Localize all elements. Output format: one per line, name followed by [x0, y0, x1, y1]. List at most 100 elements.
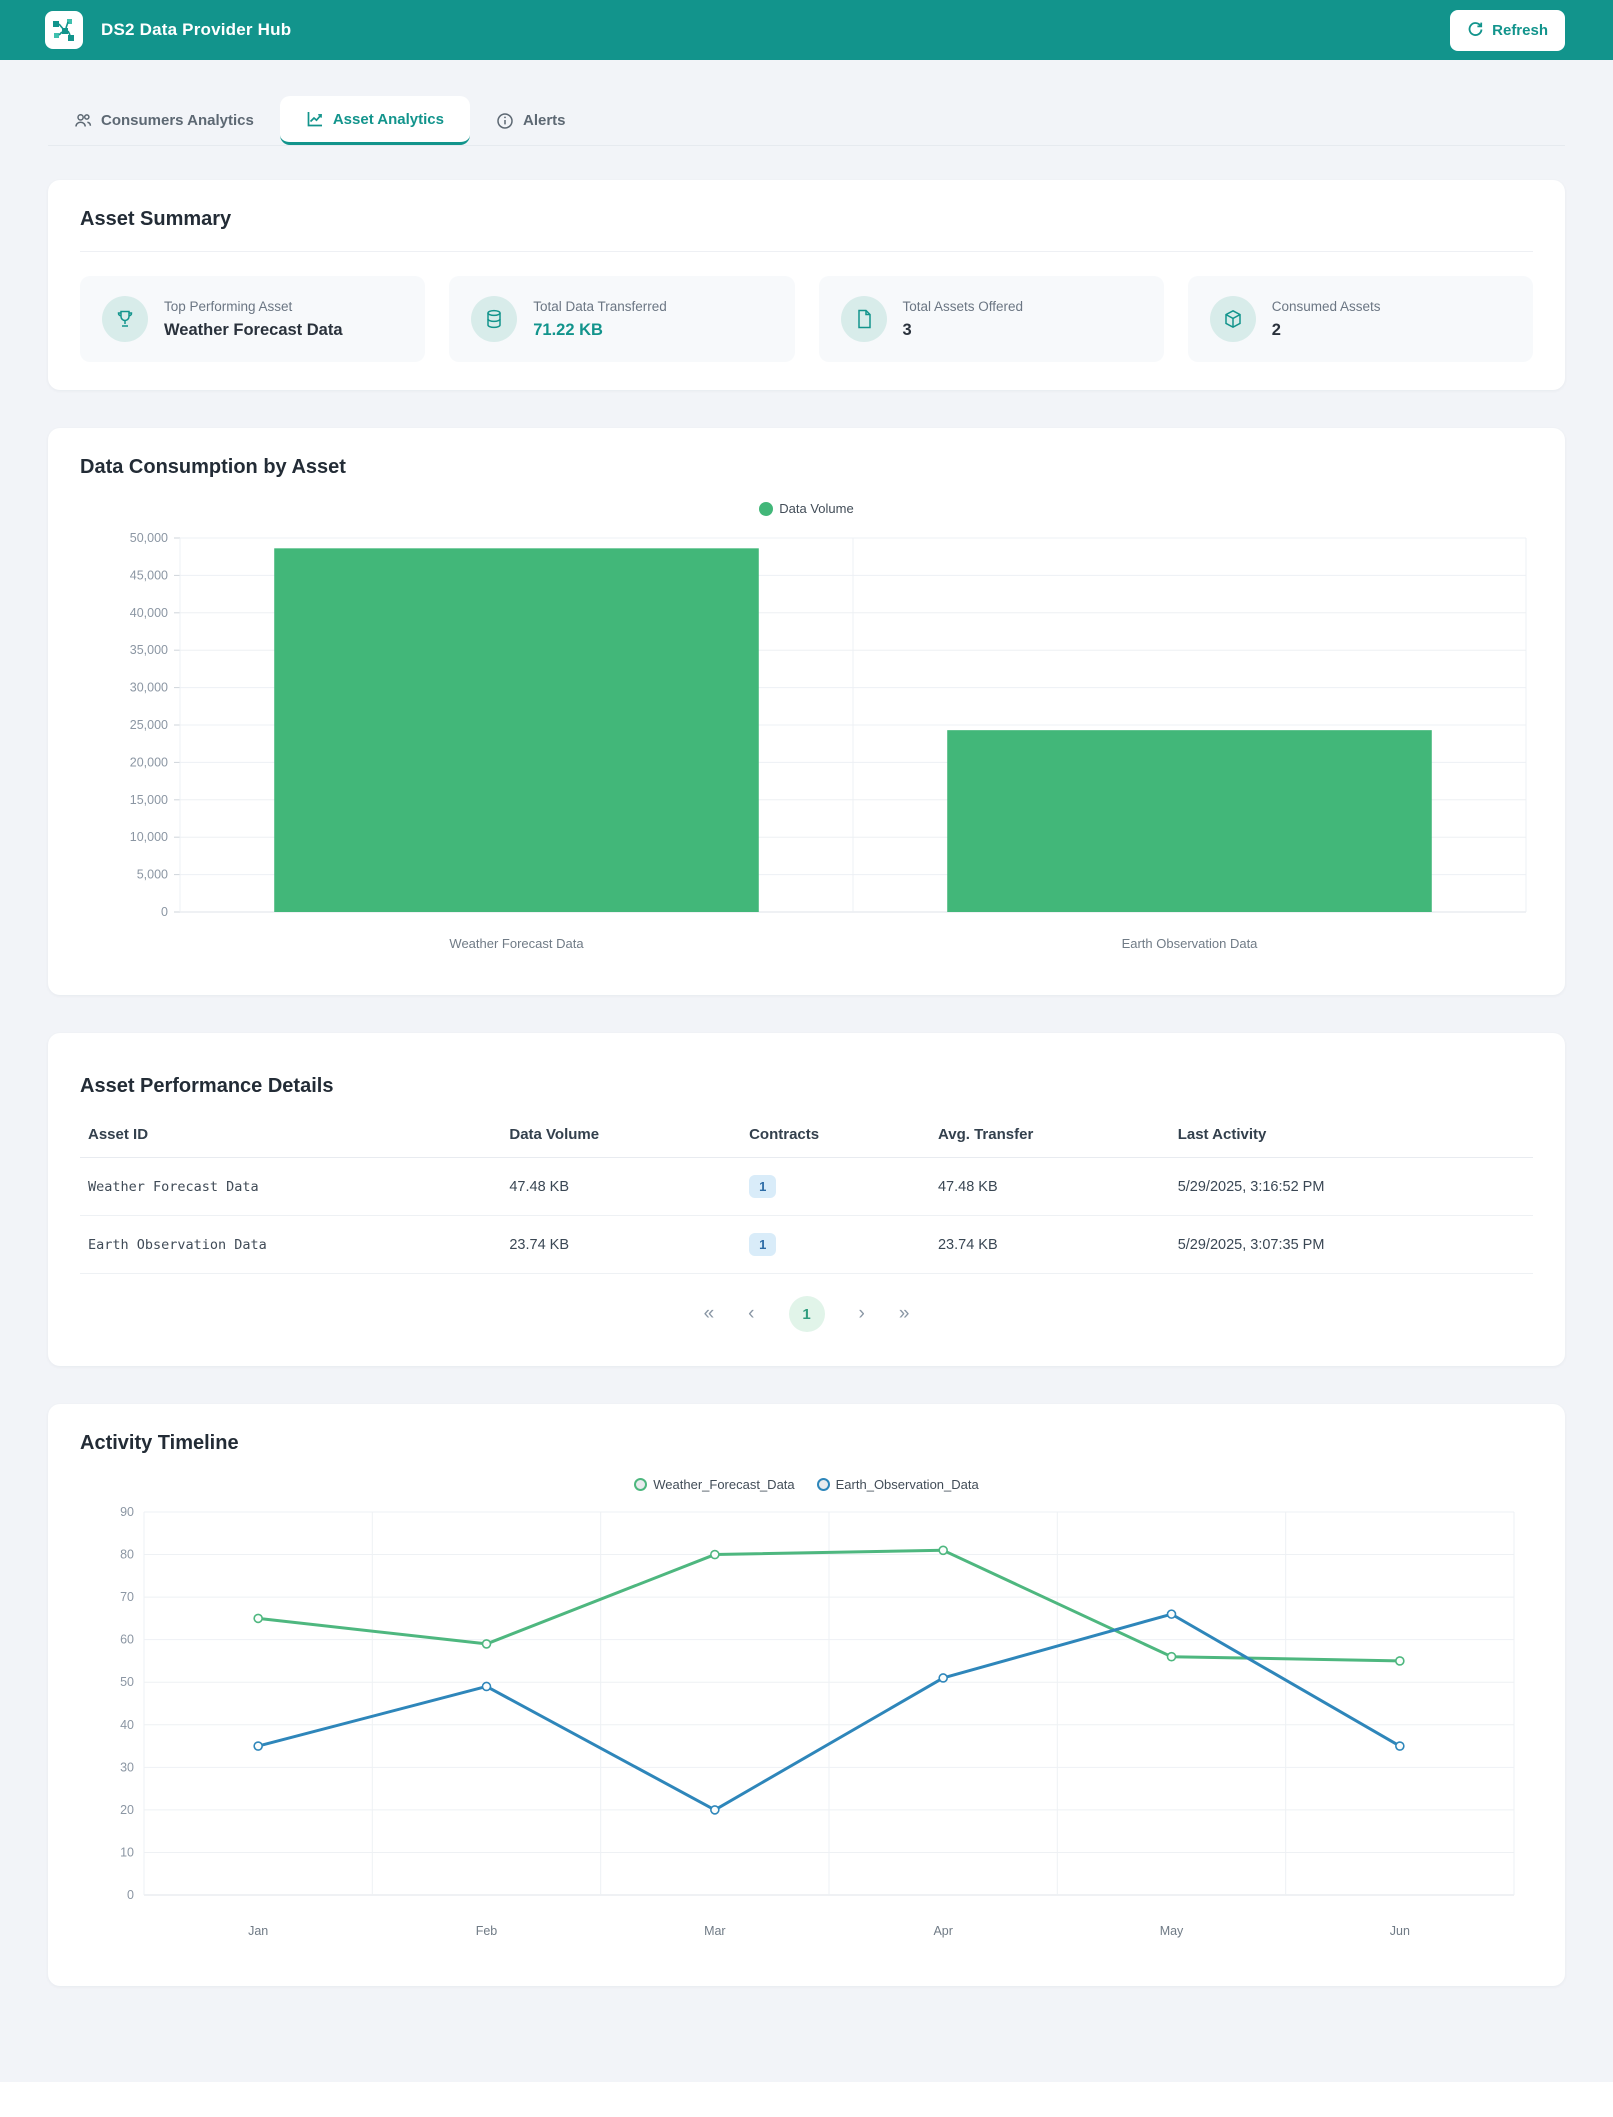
table-header-row: Asset ID Data Volume Contracts Avg. Tran… [80, 1112, 1533, 1158]
svg-text:50: 50 [120, 1675, 134, 1689]
info-icon [496, 112, 514, 130]
chart-line-icon [306, 110, 324, 128]
prev-page-button[interactable]: ‹ [748, 1303, 755, 1324]
cell-avg-transfer: 47.48 KB [929, 1157, 1170, 1216]
stat-label: Top Performing Asset [164, 298, 293, 314]
legend-item-weather-forecast[interactable]: Weather_Forecast_Data [634, 1477, 795, 1492]
box-icon [1209, 296, 1256, 342]
contracts-badge: 1 [749, 1175, 777, 1198]
legend-item-earth-observation[interactable]: Earth_Observation_Data [816, 1477, 979, 1492]
stat-label: Total Data Transferred [533, 298, 667, 314]
cell-contracts: 1 [741, 1157, 930, 1216]
svg-text:45,000: 45,000 [130, 568, 168, 582]
database-icon [471, 296, 518, 342]
refresh-icon [1467, 20, 1484, 41]
contracts-badge: 1 [749, 1233, 777, 1256]
svg-text:70: 70 [120, 1590, 134, 1604]
svg-text:60: 60 [120, 1633, 134, 1647]
bar-chart-legend: Data Volume [80, 501, 1533, 516]
cell-data-volume: 47.48 KB [501, 1157, 742, 1216]
asset-summary-title: Asset Summary [80, 208, 232, 230]
app-title: DS2 Data Provider Hub [101, 20, 292, 39]
asset-summary-card: Asset Summary Top Performing Asset Weath… [48, 180, 1565, 390]
stats-row: Top Performing Asset Weather Forecast Da… [80, 276, 1533, 362]
svg-text:30,000: 30,000 [130, 681, 168, 695]
line-chart-title: Activity Timeline [80, 1432, 239, 1454]
svg-text:30: 30 [120, 1760, 134, 1774]
svg-text:20,000: 20,000 [130, 755, 168, 769]
data-consumption-card: Data Consumption by Asset Data Volume 0 5… [48, 428, 1565, 995]
table-row: Earth Observation Data 23.74 KB 1 23.74 … [80, 1215, 1533, 1274]
svg-text:40,000: 40,000 [130, 606, 168, 620]
footer-strip [0, 2082, 1613, 2117]
svg-text:50,000: 50,000 [130, 531, 168, 545]
refresh-button[interactable]: Refresh [1450, 9, 1565, 51]
first-page-button[interactable]: « [703, 1303, 715, 1324]
cell-asset-id: Weather Forecast Data [80, 1157, 502, 1216]
tab-label: Alerts [523, 112, 566, 129]
svg-text:Apr: Apr [933, 1924, 952, 1938]
activity-timeline-card: Activity Timeline Weather_Forecast_Data … [48, 1404, 1565, 1986]
current-page-button[interactable]: 1 [788, 1296, 825, 1332]
col-asset-id: Asset ID [80, 1112, 502, 1158]
legend-ring-icon [816, 1478, 830, 1491]
svg-text:10,000: 10,000 [130, 830, 168, 844]
svg-text:35,000: 35,000 [130, 643, 168, 657]
file-icon [840, 296, 887, 342]
svg-text:15,000: 15,000 [130, 793, 168, 807]
svg-text:40: 40 [120, 1718, 134, 1732]
table-row: Weather Forecast Data 47.48 KB 1 47.48 K… [80, 1157, 1533, 1216]
line-chart-svg: 0 10 20 30 40 50 60 70 80 90 Jan Feb Mar Apr May Jun [120, 1505, 1515, 1938]
bar-chart-title: Data Consumption by Asset [80, 456, 346, 478]
stat-value: 71.22 KB [533, 320, 603, 339]
tab-bar: Consumers Analytics Asset Analytics Aler… [48, 96, 1565, 146]
tab-label: Asset Analytics [332, 110, 444, 128]
line-chart-legend: Weather_Forecast_Data Earth_Observation_… [80, 1477, 1533, 1492]
tab-label: Consumers Analytics [101, 112, 254, 129]
legend-label: Weather_Forecast_Data [653, 1477, 795, 1492]
svg-text:Weather Forecast Data: Weather Forecast Data [449, 936, 584, 951]
people-icon [74, 112, 92, 130]
legend-item-data-volume[interactable]: Data Volume [759, 501, 854, 516]
svg-text:90: 90 [120, 1505, 134, 1519]
legend-label: Earth_Observation_Data [835, 1477, 979, 1492]
app-logo-icon [45, 11, 83, 49]
next-page-button[interactable]: › [858, 1303, 865, 1324]
svg-text:25,000: 25,000 [130, 718, 168, 732]
cell-last-activity: 5/29/2025, 3:16:52 PM [1169, 1157, 1533, 1216]
bottom-gap [0, 1986, 1613, 2078]
svg-text:Feb: Feb [476, 1924, 498, 1938]
stat-label: Total Assets Offered [902, 298, 1024, 314]
legend-ring-icon [634, 1478, 648, 1491]
svg-text:20: 20 [120, 1803, 134, 1817]
last-page-button[interactable]: » [898, 1303, 910, 1324]
pagination: « ‹ 1 › » [80, 1274, 1533, 1338]
svg-text:10: 10 [120, 1845, 134, 1859]
refresh-label: Refresh [1492, 21, 1548, 39]
tab-consumers-analytics[interactable]: Consumers Analytics [48, 96, 280, 145]
svg-text:May: May [1160, 1924, 1184, 1938]
svg-text:0: 0 [127, 1888, 134, 1902]
stat-total-data-transferred: Total Data Transferred 71.22 KB [449, 276, 795, 362]
col-contracts: Contracts [741, 1112, 930, 1158]
cell-avg-transfer: 23.74 KB [929, 1215, 1170, 1274]
svg-text:80: 80 [120, 1548, 134, 1562]
cell-data-volume: 23.74 KB [501, 1215, 742, 1274]
tab-asset-analytics[interactable]: Asset Analytics [279, 96, 470, 145]
cell-asset-id: Earth Observation Data [80, 1215, 502, 1274]
svg-text:Earth Observation Data: Earth Observation Data [1122, 936, 1259, 951]
asset-performance-card: Asset Performance Details Asset ID Data … [48, 1033, 1565, 1366]
cell-contracts: 1 [741, 1215, 930, 1274]
stat-label: Consumed Assets [1271, 298, 1381, 314]
stat-value: 2 [1271, 320, 1281, 339]
legend-label: Data Volume [779, 501, 854, 516]
stat-consumed-assets: Consumed Assets 2 [1187, 276, 1533, 362]
trophy-icon [102, 296, 148, 342]
tab-alerts[interactable]: Alerts [470, 96, 592, 145]
svg-text:5,000: 5,000 [137, 868, 168, 882]
svg-text:Mar: Mar [704, 1924, 726, 1938]
stat-value: 3 [902, 320, 912, 339]
legend-dot-icon [759, 501, 774, 516]
stat-top-performing-asset: Top Performing Asset Weather Forecast Da… [80, 276, 426, 362]
col-data-volume: Data Volume [501, 1112, 742, 1158]
